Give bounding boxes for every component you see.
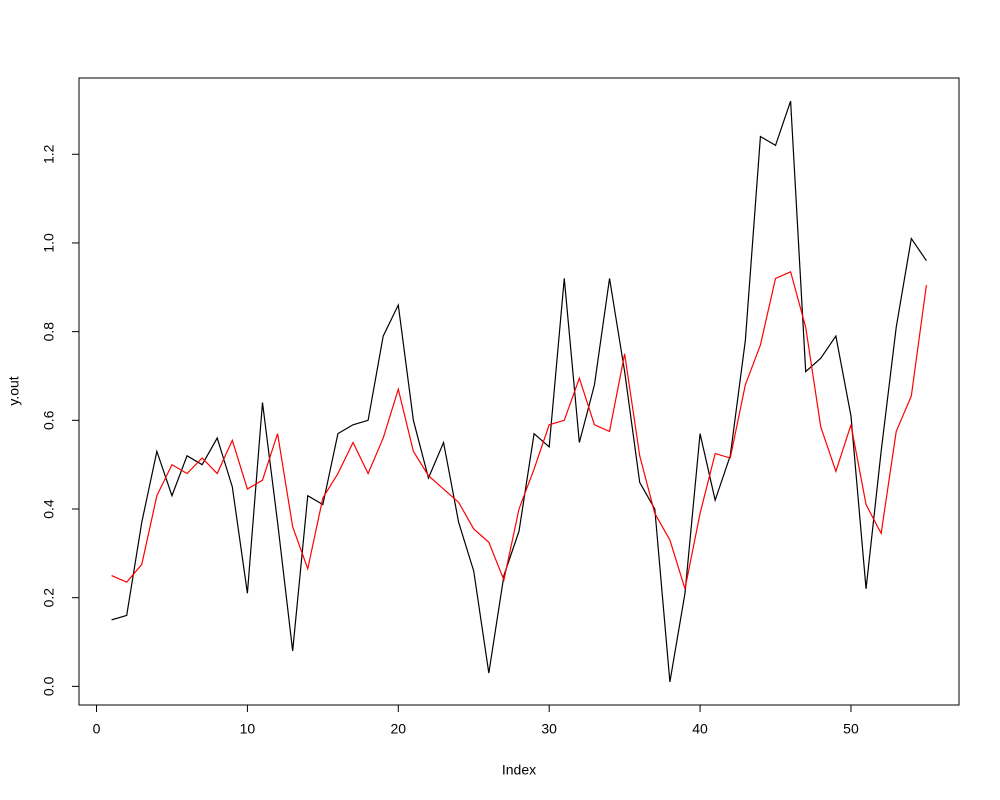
- x-tick-label: 30: [541, 721, 557, 737]
- y-tick-label: 0.4: [41, 499, 57, 519]
- y-tick-label: 0.8: [41, 322, 57, 342]
- x-tick-label: 50: [843, 721, 859, 737]
- x-axis-label: Index: [502, 762, 536, 778]
- data-line: [111, 100, 927, 683]
- y-tick-label: 0.6: [41, 410, 57, 430]
- data-line: [111, 270, 928, 590]
- x-tick-label: 10: [240, 721, 256, 737]
- x-tick-label: 20: [390, 721, 406, 737]
- y-tick-label: 0.0: [41, 676, 57, 696]
- x-tick-label: 0: [93, 721, 101, 737]
- x-tick-label: 40: [692, 721, 708, 737]
- y-tick-label: 0.2: [41, 588, 57, 608]
- plot-box: [78, 77, 960, 706]
- y-tick-label: 1.2: [41, 144, 57, 164]
- y-tick-label: 1.0: [41, 233, 57, 253]
- y-axis-label: y.out: [6, 376, 22, 405]
